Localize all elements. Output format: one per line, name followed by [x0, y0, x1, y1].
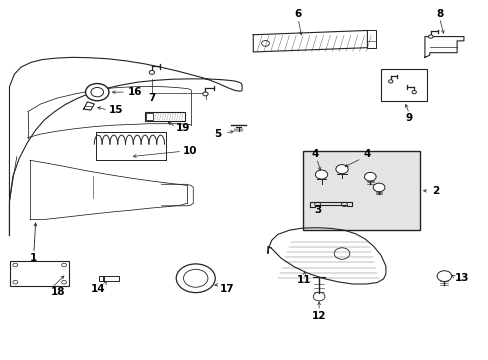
Circle shape	[388, 80, 392, 83]
Circle shape	[203, 92, 208, 96]
Bar	[380, 69, 427, 101]
Circle shape	[372, 183, 384, 192]
Bar	[303, 151, 419, 230]
Bar	[10, 261, 69, 286]
Text: 16: 16	[128, 87, 142, 97]
Text: 7: 7	[148, 93, 155, 103]
Text: 15: 15	[108, 105, 123, 115]
Bar	[144, 112, 184, 121]
Text: 4: 4	[311, 149, 318, 159]
Circle shape	[436, 271, 451, 282]
Text: 19: 19	[176, 123, 190, 133]
Circle shape	[149, 71, 154, 75]
Text: 17: 17	[219, 284, 234, 294]
Text: 18: 18	[51, 287, 65, 297]
Text: 14: 14	[91, 284, 105, 294]
Text: 8: 8	[435, 9, 442, 19]
Text: 3: 3	[313, 206, 321, 216]
Text: 12: 12	[311, 311, 325, 320]
Text: 6: 6	[294, 9, 301, 19]
Text: 4: 4	[363, 149, 370, 159]
Bar	[146, 113, 153, 120]
Text: 9: 9	[405, 113, 412, 123]
Circle shape	[315, 170, 327, 179]
Text: 2: 2	[431, 186, 438, 196]
Circle shape	[364, 172, 375, 181]
Text: 11: 11	[296, 275, 310, 285]
Bar	[103, 276, 119, 282]
Text: 5: 5	[214, 130, 222, 139]
Text: 13: 13	[454, 273, 468, 283]
Text: 10: 10	[182, 146, 197, 156]
Circle shape	[427, 35, 432, 38]
Circle shape	[335, 165, 347, 174]
Circle shape	[85, 84, 109, 101]
Bar	[99, 276, 104, 281]
Text: 1: 1	[30, 253, 38, 263]
Circle shape	[411, 90, 415, 94]
